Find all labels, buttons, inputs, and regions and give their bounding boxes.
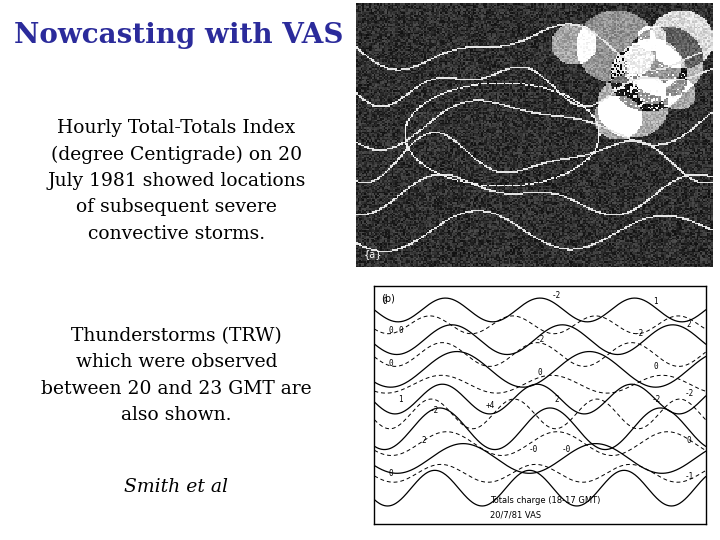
- Text: 0: 0: [538, 368, 542, 377]
- Text: Totals charge (18-17 GMT): Totals charge (18-17 GMT): [490, 496, 600, 504]
- Text: -1: -1: [685, 472, 693, 481]
- Text: (b): (b): [381, 293, 395, 303]
- Text: -2: -2: [635, 329, 644, 338]
- Text: Thunderstorms (TRW)
which were observed
between 20 and 23 GMT are
also shown.: Thunderstorms (TRW) which were observed …: [41, 327, 312, 424]
- Text: -2: -2: [652, 395, 660, 403]
- Text: 2: 2: [554, 395, 559, 403]
- Text: 2: 2: [687, 320, 691, 329]
- Text: 2: 2: [422, 436, 426, 445]
- Text: 0: 0: [389, 469, 393, 478]
- Text: -0: -0: [528, 445, 538, 454]
- Text: 0: 0: [687, 436, 691, 445]
- Text: -2: -2: [429, 407, 438, 415]
- Text: 0: 0: [654, 362, 658, 371]
- Text: 0: 0: [389, 359, 393, 368]
- Text: 1: 1: [399, 395, 403, 403]
- Text: 0: 0: [389, 326, 393, 335]
- Text: 1: 1: [654, 296, 658, 306]
- Text: -0: -0: [562, 445, 571, 454]
- Text: Nowcasting with VAS: Nowcasting with VAS: [14, 22, 343, 49]
- Text: {a}: {a}: [364, 249, 382, 259]
- Text: -2: -2: [536, 335, 544, 344]
- Text: +4: +4: [486, 401, 495, 409]
- Text: -2: -2: [552, 291, 561, 300]
- Text: 20/7/81 VAS: 20/7/81 VAS: [490, 510, 541, 519]
- Text: 0: 0: [382, 296, 387, 306]
- Text: Hourly Total-Totals Index
(degree Centigrade) on 20
July 1981 showed locations
o: Hourly Total-Totals Index (degree Centig…: [48, 119, 305, 243]
- Text: 0: 0: [399, 326, 403, 335]
- Text: Smith et al: Smith et al: [125, 478, 228, 496]
- Text: -2: -2: [685, 389, 693, 397]
